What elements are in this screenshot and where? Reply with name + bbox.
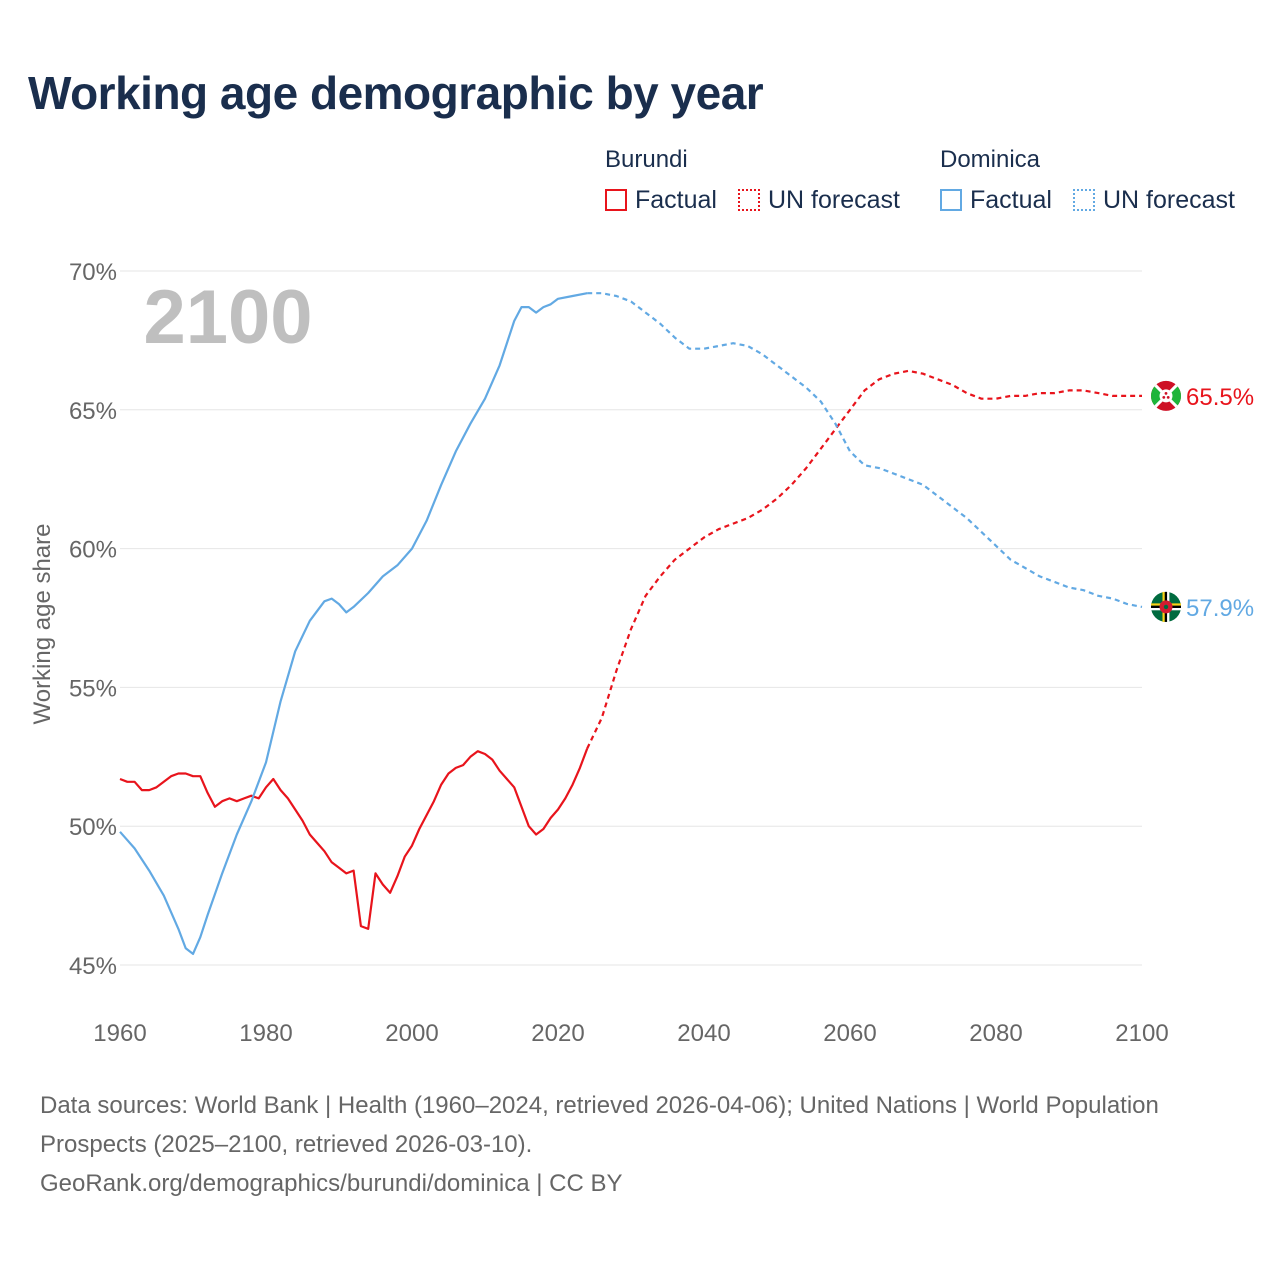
legend-burundi-forecast[interactable]: UN forecast — [738, 186, 900, 214]
y-tick-label-55: 55% — [69, 675, 117, 702]
x-tick-label-2000: 2000 — [385, 1020, 438, 1047]
series-burundi-factual[interactable] — [119, 748, 589, 931]
legend-burundi-factual[interactable]: Factual — [605, 186, 717, 214]
legend-group-burundi: Burundi — [605, 146, 688, 173]
y-tick-label-70: 70% — [69, 259, 117, 286]
legend-burundi-factual-swatch — [605, 189, 627, 211]
data-source-note: Data sources: World Bank | Health (1960–… — [40, 1092, 1159, 1158]
footer: Data sources: World Bank | Health (1960–… — [40, 1086, 1240, 1203]
y-axis-ticks: 45% 50% 55% 60% 65% 70% — [69, 259, 117, 980]
legend: Burundi Factual UN forecast Dominica Fac… — [0, 140, 1280, 220]
y-tick-label-45: 45% — [69, 953, 117, 980]
series-burundi-forecast[interactable] — [586, 369, 1142, 749]
y-tick-label-50: 50% — [69, 814, 117, 841]
series-lines — [119, 292, 1143, 956]
legend-dominica-forecast-swatch — [1073, 189, 1095, 211]
gridlines — [120, 270, 1142, 966]
series-dominica-factual[interactable] — [119, 292, 588, 956]
burundi-flag-icon — [1151, 380, 1181, 411]
series-dominica-forecast[interactable] — [587, 292, 1143, 608]
x-tick-label-2020: 2020 — [531, 1020, 584, 1047]
x-axis-ticks: 1960 1980 2000 2020 2040 2060 2080 2100 — [93, 1020, 1168, 1047]
chart-title: Working age demographic by year — [28, 67, 764, 119]
end-label-dominica: 57.9% — [1186, 595, 1254, 622]
x-tick-label-2100: 2100 — [1115, 1020, 1168, 1047]
legend-group-dominica: Dominica — [940, 146, 1041, 173]
x-tick-label-1960: 1960 — [93, 1020, 146, 1047]
y-tick-label-60: 60% — [69, 537, 117, 564]
end-labels: 65.5% 57.9% — [1151, 380, 1254, 622]
legend-burundi-forecast-swatch — [738, 189, 760, 211]
x-tick-label-1980: 1980 — [239, 1020, 292, 1047]
line-chart: 2100 45% 50% 55% 60% 65% 70% 1960 1980 2000 2020… — [29, 259, 1254, 1047]
dominica-flag-icon — [1151, 591, 1181, 622]
x-tick-label-2060: 2060 — [823, 1020, 876, 1047]
legend-burundi-forecast-label: UN forecast — [768, 185, 900, 214]
legend-dominica-forecast-label: UN forecast — [1103, 185, 1235, 214]
legend-dominica-factual[interactable]: Factual — [940, 186, 1052, 214]
y-axis-title: Working age share — [29, 524, 56, 725]
legend-dominica-factual-swatch — [940, 189, 962, 211]
credit-link[interactable]: GeoRank.org/demographics/burundi/dominic… — [40, 1170, 623, 1197]
legend-dominica-forecast[interactable]: UN forecast — [1073, 186, 1235, 214]
legend-dominica-factual-label: Factual — [970, 185, 1052, 214]
legend-burundi-factual-label: Factual — [635, 185, 717, 214]
x-tick-label-2040: 2040 — [677, 1020, 730, 1047]
end-label-burundi: 65.5% — [1186, 384, 1254, 411]
y-tick-label-65: 65% — [69, 398, 117, 425]
x-tick-label-2080: 2080 — [969, 1020, 1022, 1047]
year-watermark: 2100 — [143, 275, 312, 360]
